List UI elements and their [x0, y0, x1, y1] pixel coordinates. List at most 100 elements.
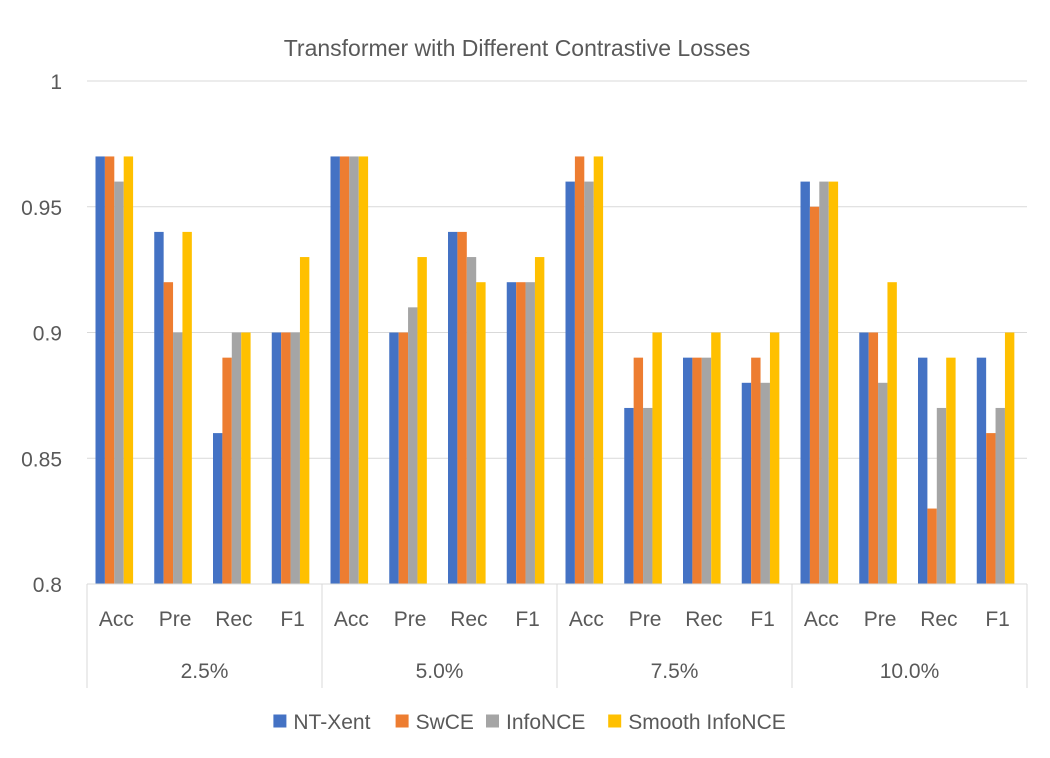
- x-tick-label: F1: [750, 608, 775, 631]
- bar-smooth-infonce: [1004, 332, 1015, 584]
- legend-label: InfoNCE: [506, 711, 585, 734]
- x-tick-label: Rec: [215, 608, 252, 631]
- bar-swce: [457, 231, 467, 584]
- x-tick-label: F1: [280, 608, 305, 631]
- x-tick-label: Pre: [864, 608, 897, 631]
- y-tick-label: 0.9: [33, 323, 62, 346]
- bar-nt-xent: [271, 332, 282, 584]
- legend-item: InfoNCE: [486, 711, 585, 734]
- bar-swce: [516, 282, 526, 584]
- x-tick-label: Acc: [334, 608, 369, 631]
- bar-nt-xent: [95, 156, 105, 584]
- bar-nt-xent: [213, 433, 223, 584]
- bar-infonce: [173, 332, 183, 584]
- x-tick-label: Acc: [804, 608, 839, 631]
- bar-swce: [222, 357, 232, 584]
- x-tick-label: Pre: [159, 608, 192, 631]
- legend-swatch: [486, 714, 499, 728]
- legend-swatch: [273, 714, 287, 728]
- bar-swce: [809, 206, 820, 584]
- bar-swce: [868, 332, 879, 584]
- legend-label: SwCE: [416, 711, 474, 734]
- bar-nt-xent: [741, 382, 752, 584]
- x-group-label: 5.0%: [416, 660, 464, 683]
- bar-swce: [104, 156, 115, 584]
- x-group-label: 2.5%: [181, 660, 229, 683]
- x-axis: Acc Pre Rec F1 Acc Pre Rec F1 Acc Pre Rec F1 Acc Pre R…: [86, 583, 1028, 688]
- y-tick-label: 0.8: [33, 574, 62, 597]
- bar-swce: [574, 156, 585, 584]
- legend: NT-Xent SwCE InfoNCE Smooth InfoNCE: [273, 711, 786, 734]
- bar-nt-xent: [330, 156, 340, 584]
- bar-smooth-infonce: [182, 231, 192, 584]
- bar-infonce: [525, 282, 535, 584]
- bar-smooth-infonce: [123, 156, 134, 584]
- legend-item: NT-Xent: [273, 711, 371, 734]
- bar-smooth-infonce: [769, 332, 780, 584]
- bar-nt-xent: [154, 231, 164, 584]
- bar-nt-xent: [565, 181, 575, 584]
- legend-swatch: [395, 714, 409, 728]
- bar-infonce: [584, 181, 594, 584]
- bar-infonce: [878, 382, 888, 584]
- bar-swce: [692, 357, 702, 584]
- chart-title: Transformer with Different Contrastive L…: [284, 35, 751, 61]
- y-tick-label: 0.85: [21, 448, 62, 471]
- y-tick-label: 1: [50, 71, 62, 94]
- bar-infonce: [760, 382, 770, 584]
- bar-swce: [927, 508, 937, 584]
- bar-swce: [281, 332, 291, 584]
- bar-nt-xent: [683, 357, 693, 584]
- x-group-label: 10.0%: [880, 660, 940, 683]
- legend-item: SwCE: [395, 711, 474, 734]
- bar-smooth-infonce: [652, 332, 662, 584]
- bars: [95, 156, 1015, 584]
- x-tick-label: Rec: [920, 608, 957, 631]
- x-tick-label: Pre: [629, 608, 662, 631]
- bar-smooth-infonce: [593, 156, 604, 584]
- bar-infonce: [290, 332, 300, 584]
- x-group-label: 7.5%: [651, 660, 699, 683]
- bar-smooth-infonce: [241, 332, 251, 584]
- bar-swce: [398, 332, 409, 584]
- bar-swce: [633, 357, 644, 584]
- bar-smooth-infonce: [417, 257, 427, 584]
- bar-swce: [339, 156, 350, 584]
- bar-infonce: [819, 181, 829, 584]
- bar-nt-xent: [918, 357, 928, 584]
- x-tick-label: Rec: [450, 608, 487, 631]
- bar-swce: [751, 357, 761, 584]
- bar-infonce: [349, 156, 359, 584]
- bar-smooth-infonce: [887, 282, 897, 584]
- bar-infonce: [231, 332, 242, 584]
- x-tick-label: F1: [985, 608, 1010, 631]
- bar-infonce: [408, 307, 418, 584]
- bar-infonce: [701, 357, 712, 584]
- bar-nt-xent: [800, 181, 810, 584]
- bar-smooth-infonce: [711, 332, 721, 584]
- bar-smooth-infonce: [534, 257, 545, 584]
- legend-label: NT-Xent: [293, 711, 370, 734]
- bar-swce: [163, 282, 174, 584]
- x-tick-label: Pre: [394, 608, 427, 631]
- legend-item: Smooth InfoNCE: [608, 711, 786, 734]
- bar-smooth-infonce: [476, 282, 486, 584]
- bar-nt-xent: [506, 282, 517, 584]
- bar-smooth-infonce: [299, 257, 310, 584]
- legend-label: Smooth InfoNCE: [628, 711, 786, 734]
- y-tick-label: 0.95: [21, 197, 62, 220]
- bar-smooth-infonce: [946, 357, 956, 584]
- x-tick-label: Acc: [99, 608, 134, 631]
- y-axis-ticks: 0.8 0.85 0.9 0.95 1: [21, 71, 62, 597]
- bar-infonce: [995, 407, 1005, 584]
- bar-nt-xent: [624, 407, 634, 584]
- bar-infonce: [643, 407, 653, 584]
- bar-nt-xent: [976, 357, 987, 584]
- bar-nt-xent: [448, 231, 458, 584]
- x-tick-label: F1: [515, 608, 540, 631]
- bar-smooth-infonce: [358, 156, 369, 584]
- legend-swatch: [608, 714, 622, 728]
- bar-infonce: [936, 407, 947, 584]
- x-tick-label: Rec: [685, 608, 722, 631]
